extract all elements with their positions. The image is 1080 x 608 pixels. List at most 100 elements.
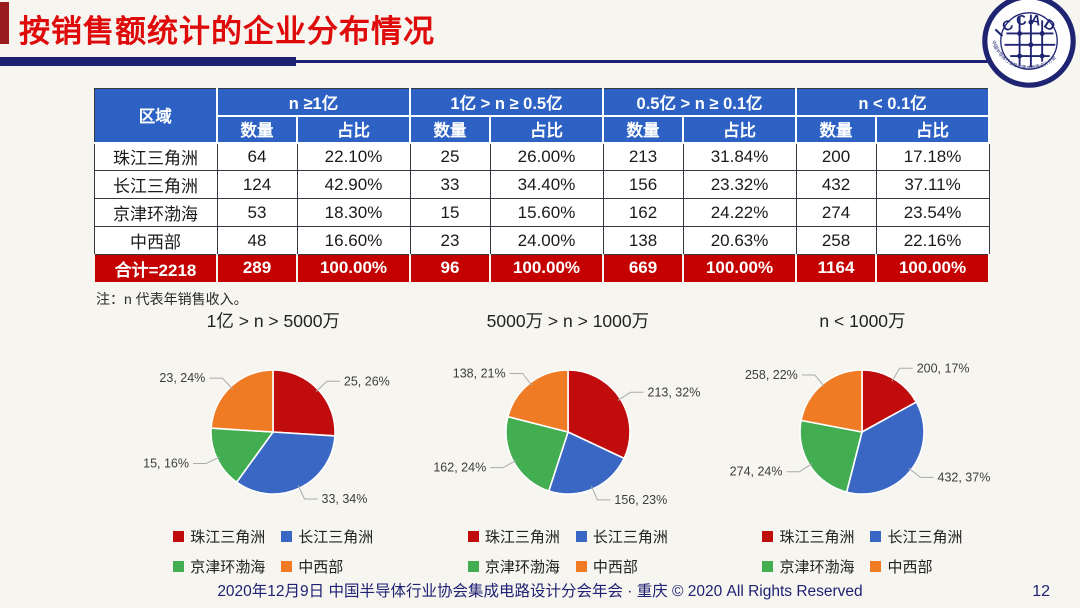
table-cell: 23 bbox=[409, 226, 491, 255]
pie-label-leader bbox=[509, 373, 533, 386]
table-cell: 100.00% bbox=[682, 254, 798, 284]
distribution-table: 区域 n ≥1亿 1亿 > n ≥ 0.5亿 0.5亿 > n ≥ 0.1亿 n < 0… bbox=[93, 88, 991, 284]
table-cell: 138 bbox=[602, 226, 684, 255]
legend-label: 珠江三角洲 bbox=[779, 529, 855, 546]
table-cell: 22.10% bbox=[296, 142, 411, 171]
pie-data-label: 213, 32% bbox=[647, 385, 700, 399]
col-subheader-count-2: 数量 bbox=[602, 114, 685, 144]
page-number: 12 bbox=[1032, 583, 1050, 600]
legend-item-珠江三角洲: 珠江三角洲 bbox=[173, 526, 265, 547]
table-cell: 合计=2218 bbox=[93, 254, 218, 284]
col-subheader-count-0: 数量 bbox=[216, 114, 298, 144]
table-note: 注：n 代表年销售收入。 bbox=[96, 291, 248, 307]
logo-inner-circle bbox=[1000, 12, 1058, 70]
table-cell: 珠江三角洲 bbox=[93, 142, 218, 171]
legend-item-长江三角洲: 长江三角洲 bbox=[575, 526, 668, 547]
table-total-row: 合计=2218 289 100.00% 96 100.00% 669 100.00% 1164… bbox=[93, 254, 991, 284]
legend-label: 京津环渤海 bbox=[190, 559, 266, 576]
pie-slice-中西部 bbox=[210, 369, 275, 433]
pie-chart-svg: 200, 17% 432, 37% 274, 24% 258, 22% bbox=[730, 361, 991, 495]
legend-swatch-icon bbox=[762, 561, 774, 572]
col-group-header-2: 0.5亿 > n ≥ 0.1亿 bbox=[602, 88, 798, 117]
pie-data-label: 15, 16% bbox=[143, 457, 189, 471]
pie-data-label: 274, 24% bbox=[730, 465, 783, 479]
table-cell: 53 bbox=[216, 198, 298, 227]
pie-chart-group-1: 5000万 > n > 1000万 213, 32% 156, 23% 162, 24… bbox=[421, 310, 716, 577]
legend-item-中西部: 中西部 bbox=[281, 556, 343, 577]
legend-swatch-icon bbox=[467, 561, 479, 572]
col-group-header-0: n ≥1亿 bbox=[216, 88, 411, 117]
table-cell: 23.32% bbox=[682, 170, 797, 199]
table-cell: 中西部 bbox=[93, 226, 218, 255]
table-cell: 33 bbox=[409, 170, 491, 199]
legend-swatch-icon bbox=[281, 531, 293, 542]
legend-swatch-icon bbox=[173, 531, 185, 542]
pie-label-leader bbox=[786, 463, 813, 473]
col-group-header-1: 1亿 > n ≥ 0.5亿 bbox=[408, 88, 605, 117]
legend-label: 长江三角洲 bbox=[592, 529, 668, 546]
legend-item-中西部: 中西部 bbox=[870, 556, 933, 577]
legend-item-珠江三角洲: 珠江三角洲 bbox=[762, 526, 854, 547]
pie-data-label: 162, 24% bbox=[433, 461, 486, 475]
table-cell: 162 bbox=[602, 198, 684, 227]
pie-legend: 珠江三角洲 长江三角洲京津环渤海 中西部 bbox=[467, 526, 668, 577]
pie-chart-svg: 213, 32% 156, 23% 162, 24% 138, 21% bbox=[433, 367, 700, 507]
table-cell: 15 bbox=[409, 198, 491, 227]
legend-row: 京津环渤海 中西部 bbox=[173, 556, 343, 577]
logo-ring bbox=[982, 0, 1076, 88]
col-subheader-count-1: 数量 bbox=[409, 114, 491, 144]
table-row-1: 长江三角洲 124 42.90% 33 34.40% 156 23.32% 432 37.11% bbox=[93, 170, 990, 199]
table-cell: 31.84% bbox=[682, 142, 797, 171]
table-row-2: 京津环渤海 53 18.30% 15 15.60% 162 24.22% 274 23.54% bbox=[93, 198, 990, 227]
pie-chart-group-2: n < 1000万 200, 17% 432, 37% 274, 24% 258, 22… bbox=[715, 310, 1010, 577]
table-cell: 22.16% bbox=[875, 226, 990, 255]
pie-data-label: 200, 17% bbox=[917, 361, 970, 375]
legend-item-中西部: 中西部 bbox=[575, 556, 638, 577]
col-subheader-share-3: 占比 bbox=[875, 114, 991, 144]
pie-chart-svg: 25, 26% 33, 34% 15, 16% 23, 24% bbox=[143, 369, 390, 506]
table-cell: 124 bbox=[216, 170, 298, 199]
legend-swatch-icon bbox=[173, 561, 185, 572]
legend-item-京津环渤海: 京津环渤海 bbox=[467, 556, 560, 577]
title-underline-thin bbox=[296, 60, 1040, 63]
table-cell: 20.63% bbox=[682, 226, 797, 255]
pie-label-leader bbox=[209, 377, 234, 390]
pie-charts-area: 1亿 > n > 5000万 25, 26% 33, 34% 15, 16% 23, 2… bbox=[126, 310, 1010, 577]
legend-item-长江三角洲: 长江三角洲 bbox=[281, 526, 373, 547]
table-cell: 96 bbox=[409, 254, 491, 284]
legend-label: 中西部 bbox=[592, 559, 638, 576]
legend-swatch-icon bbox=[281, 561, 293, 572]
legend-item-京津环渤海: 京津环渤海 bbox=[173, 556, 265, 577]
pie-data-label: 23, 24% bbox=[160, 371, 206, 385]
col-subheader-share-1: 占比 bbox=[488, 114, 605, 144]
pie-data-label: 258, 22% bbox=[745, 368, 798, 382]
table-cell: 18.30% bbox=[296, 198, 411, 227]
legend-label: 长江三角洲 bbox=[298, 529, 374, 546]
legend-item-京津环渤海: 京津环渤海 bbox=[762, 556, 854, 577]
legend-swatch-icon bbox=[870, 561, 882, 572]
pie-label-leader bbox=[802, 374, 826, 387]
table-cell: 26.00% bbox=[489, 142, 604, 171]
col-subheader-share-0: 占比 bbox=[296, 114, 411, 144]
legend-swatch-icon bbox=[575, 531, 587, 542]
legend-swatch-icon bbox=[870, 531, 882, 542]
pie-legend: 珠江三角洲 长江三角洲 京津环渤海 中西部 bbox=[762, 526, 963, 577]
pie-label-leader bbox=[297, 485, 318, 500]
table-cell: 669 bbox=[602, 254, 685, 284]
table-cell: 24.22% bbox=[682, 198, 797, 227]
legend-row: 京津环渤海 中西部 bbox=[467, 556, 638, 577]
table-cell: 24.00% bbox=[489, 226, 604, 255]
legend-row: 珠江三角洲 长江三角洲 bbox=[467, 526, 668, 547]
table-cell: 17.18% bbox=[875, 142, 990, 171]
legend-row: 珠江三角洲 长江三角洲 bbox=[762, 526, 963, 547]
pie-data-label: 33, 34% bbox=[322, 492, 368, 506]
table-cell: 34.40% bbox=[489, 170, 604, 199]
table-cell: 长江三角洲 bbox=[93, 170, 218, 199]
pie-data-label: 432, 37% bbox=[938, 470, 991, 484]
pie-chart-group-0: 1亿 > n > 5000万 25, 26% 33, 34% 15, 16% 23, 2… bbox=[126, 310, 421, 577]
legend-label: 珠江三角洲 bbox=[190, 529, 266, 546]
iccad-logo: ICCAD 中国半导体行业协会集成电路设计分会 bbox=[982, 0, 1076, 88]
legend-label: 京津环渤海 bbox=[484, 559, 560, 576]
table-cell: 15.60% bbox=[489, 198, 604, 227]
